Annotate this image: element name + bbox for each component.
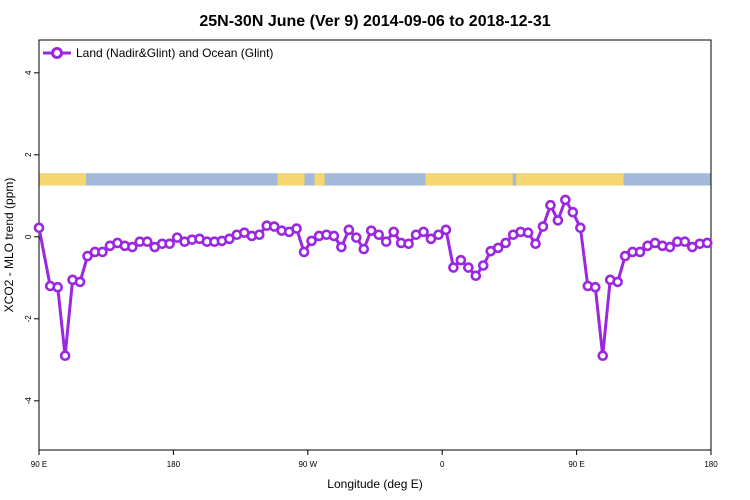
- data-point: [127, 241, 138, 253]
- data-point: [701, 237, 713, 249]
- data-point: [164, 238, 175, 250]
- data-point: [679, 236, 691, 248]
- data-point: [560, 194, 571, 206]
- data-point: [59, 350, 71, 362]
- land-band-segment: [314, 173, 325, 186]
- data-point: [171, 232, 183, 243]
- data-point: [298, 246, 310, 258]
- data-point: [567, 206, 579, 218]
- data-point: [425, 233, 437, 245]
- y-tick-label: 2: [24, 152, 33, 157]
- data-point: [74, 276, 86, 288]
- data-point: [455, 254, 467, 266]
- data-point: [373, 229, 385, 241]
- data-point: [619, 250, 631, 262]
- data-point: [433, 229, 444, 241]
- data-point: [597, 350, 609, 362]
- y-axis-label: XCO2 - MLO trend (ppm): [2, 178, 16, 313]
- x-axis-label: Longitude (deg E): [327, 477, 422, 491]
- data-point: [403, 238, 414, 250]
- land-band-segment: [516, 173, 523, 186]
- x-tick-label: 90 W: [298, 460, 317, 469]
- data-point: [463, 262, 474, 273]
- data-point: [664, 241, 676, 253]
- data-point: [530, 238, 541, 250]
- data-point: [253, 229, 265, 241]
- x-tick-label: 90 E: [568, 460, 584, 469]
- x-tick-label: 0: [440, 460, 445, 469]
- x-tick-label: 180: [704, 460, 718, 469]
- data-point: [358, 243, 370, 255]
- chart-title: 25N-30N June (Ver 9) 2014-09-06 to 2018-…: [199, 13, 550, 30]
- legend: Land (Nadir&Glint) and Ocean (Glint): [43, 46, 273, 60]
- data-point: [612, 276, 623, 288]
- x-tick-label: 180: [167, 460, 181, 469]
- land-band-segment: [522, 173, 624, 186]
- legend-marker-swatch: [51, 47, 63, 59]
- data-point: [477, 260, 489, 271]
- y-tick-label: 0: [24, 234, 33, 239]
- data-point: [500, 237, 511, 249]
- land-band-segment: [39, 173, 87, 186]
- x-tick-label: 90 E: [31, 460, 47, 469]
- data-point: [492, 242, 504, 254]
- data-point: [33, 222, 45, 234]
- data-point: [634, 246, 646, 258]
- data-point: [440, 224, 452, 236]
- data-point: [82, 250, 93, 262]
- data-point: [365, 225, 377, 236]
- y-tick-label: -2: [24, 315, 33, 323]
- data-point: [522, 227, 534, 238]
- data-point: [343, 224, 355, 236]
- data-point: [470, 270, 482, 282]
- data-point: [52, 281, 63, 293]
- data-point: [328, 230, 340, 242]
- data-point: [291, 223, 302, 234]
- data-point: [336, 241, 347, 253]
- data-point: [545, 199, 556, 211]
- land-band-segment: [425, 173, 513, 186]
- data-point: [537, 221, 549, 232]
- legend-entry: Land (Nadir&Glint) and Ocean (Glint): [76, 46, 273, 60]
- y-tick-label: 4: [24, 70, 33, 75]
- data-point: [268, 221, 280, 232]
- data-point: [97, 246, 108, 258]
- data-point: [448, 262, 459, 273]
- data-point: [141, 236, 153, 248]
- data-point: [388, 226, 399, 238]
- plot-area: 4 2 0 -2 -4 90 E 180 90 W 0 90 E 180: [24, 39, 718, 469]
- data-point: [575, 222, 586, 234]
- data-point: [418, 226, 429, 238]
- data-point: [589, 281, 601, 293]
- data-point: [552, 215, 564, 226]
- y-tick-label: -4: [24, 397, 33, 405]
- data-point: [224, 233, 235, 245]
- land-band-segment: [277, 173, 305, 186]
- data-point: [306, 235, 317, 247]
- data-point: [380, 236, 392, 248]
- data-point: [351, 232, 362, 243]
